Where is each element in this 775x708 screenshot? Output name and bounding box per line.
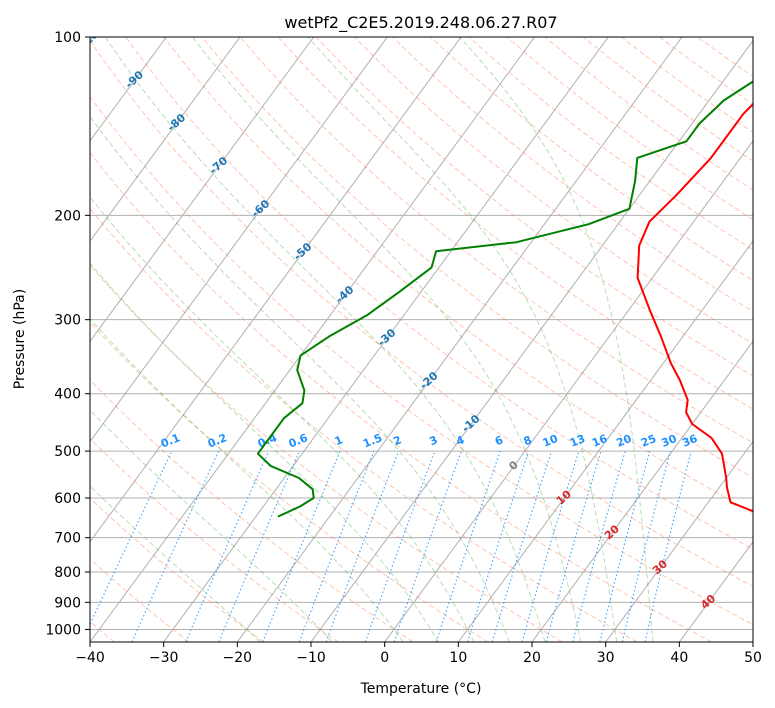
- mixing-ratio-label: 30: [660, 432, 679, 450]
- isotherm-gridline: [90, 37, 167, 142]
- isotherm-gridline: [90, 37, 536, 642]
- mixing-ratio-line: [262, 450, 341, 642]
- dry-adiabat: [90, 379, 414, 642]
- mixing-ratio-label: 1: [333, 433, 345, 448]
- chart-title: wetPf2_C2E5.2019.248.06.27.R07: [284, 13, 557, 33]
- y-axis-title: Pressure (hPa): [12, 289, 28, 389]
- mixing-ratio-line: [298, 450, 375, 642]
- x-tick-label: 30: [597, 650, 615, 666]
- y-tick-label: 400: [54, 387, 81, 403]
- dry-adiabat: [277, 37, 753, 410]
- dry-adiabat: [90, 95, 753, 626]
- y-tick-label: 500: [54, 444, 81, 460]
- plot-area: 0.10.20.40.611.52346810131620253036-100-…: [90, 37, 753, 642]
- dry-adiabat: [315, 37, 753, 377]
- y-tick-label: 800: [54, 565, 81, 581]
- mixing-ratio-label: 3: [428, 433, 440, 448]
- dry-adiabat: [90, 558, 190, 642]
- mixing-ratio-line: [325, 450, 400, 642]
- mixing-ratio-label: 16: [590, 432, 609, 450]
- mixing-ratio-line: [435, 450, 501, 642]
- mixing-ratio-label: 10: [541, 432, 560, 450]
- mixing-ratio-line: [572, 450, 626, 642]
- dewpoint-profile: [256, 80, 753, 518]
- mixing-ratio-label: 13: [568, 432, 587, 450]
- isotherm-gridline: [90, 37, 388, 443]
- x-tick-label: 0: [380, 650, 389, 666]
- isotherm-gridline: [163, 37, 609, 642]
- x-tick-label: −10: [296, 650, 326, 666]
- x-tick-label: −40: [75, 650, 105, 666]
- x-tick-label: 40: [670, 650, 688, 666]
- mixing-ratio-line: [521, 450, 580, 642]
- moist-adiabat: [192, 37, 582, 642]
- mixing-ratio-line: [621, 450, 671, 642]
- temperature-profile: [636, 102, 753, 513]
- moist-adiabat: [90, 409, 333, 642]
- plot-background: [90, 37, 753, 642]
- isotherm-gridline: [384, 140, 753, 642]
- mixing-ratio-line: [393, 450, 463, 642]
- mixing-ratio-label: 8: [522, 433, 534, 448]
- mixing-ratio-line: [599, 450, 651, 642]
- moist-adiabat: [104, 37, 546, 642]
- mixing-ratio-line: [466, 450, 530, 642]
- moist-adiabat: [307, 37, 618, 642]
- mixing-ratio-line: [185, 450, 270, 642]
- mixing-ratio-label: 25: [639, 432, 658, 450]
- x-tick-label: −20: [223, 650, 253, 666]
- x-tick-label: 20: [523, 650, 541, 666]
- mixing-ratio-line: [364, 450, 436, 642]
- y-tick-label: 700: [54, 531, 81, 547]
- mixing-ratio-label: 2: [391, 433, 403, 448]
- x-tick-label: −30: [149, 650, 179, 666]
- dry-adiabat: [201, 37, 753, 479]
- dry-adiabat: [90, 151, 712, 642]
- moist-adiabat: [90, 115, 510, 642]
- x-axis-title: Temperature (°C): [360, 681, 482, 697]
- y-tick-label: 100: [54, 30, 81, 46]
- moist-adiabat: [90, 196, 475, 642]
- plot-frame: [89, 36, 754, 643]
- axes: −40 −30 −20 −10 0 10 20 30 40 50 1000 900 800 700 600 5…: [45, 30, 762, 666]
- isotherm-gridline: [605, 440, 753, 642]
- isotherm-gridline: [531, 340, 753, 642]
- x-tick-label: 10: [449, 650, 467, 666]
- dry-adiabat: [125, 37, 753, 550]
- mixing-ratio-line: [491, 450, 553, 642]
- mixing-ratio-line: [545, 450, 602, 642]
- isotherm-gridline: [236, 37, 683, 642]
- moist-adiabat: [459, 37, 654, 642]
- y-tick-label: 1000: [45, 622, 81, 638]
- x-tick-label: 50: [744, 650, 762, 666]
- y-tick-label: 200: [54, 208, 81, 224]
- moist-adiabat: [90, 262, 439, 642]
- y-tick-label: 300: [54, 313, 81, 329]
- y-tick-label: 900: [54, 595, 81, 611]
- mixing-ratio-label: 36: [680, 432, 699, 450]
- dry-adiabat: [90, 207, 638, 642]
- isotherm-gridline: [90, 37, 315, 343]
- mixing-ratio-label: 20: [614, 432, 633, 450]
- dry-adiabat: [90, 264, 563, 642]
- isotherm-gridline: [457, 240, 753, 642]
- moist-adiabat: [90, 318, 404, 642]
- y-tick-label: 600: [54, 491, 81, 507]
- mixing-ratio-line: [644, 450, 692, 642]
- isotherm-gridline: [90, 37, 241, 242]
- isotherm-gridline: [310, 39, 753, 642]
- dry-adiabat: [163, 37, 753, 514]
- dry-adiabat: [90, 39, 753, 588]
- mixing-ratio-line: [218, 450, 301, 642]
